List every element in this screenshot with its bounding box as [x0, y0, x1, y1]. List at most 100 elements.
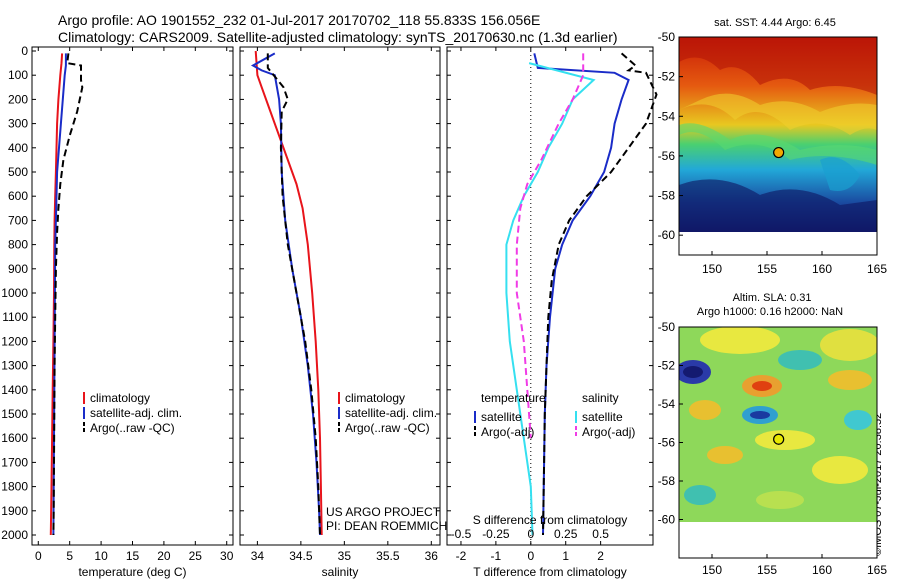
salt-xtick-label: 35.5	[376, 549, 400, 563]
diff-salinity-tick-label: 0.5	[592, 527, 609, 541]
sla-ytick-label: -54	[658, 397, 676, 411]
diff-salinity-legend-entry: Argo(-adj)	[582, 425, 635, 439]
depth-tick-label: 500	[8, 165, 28, 179]
salt-xtick-label: 34.5	[289, 549, 313, 563]
sst-ytick-label: -50	[658, 30, 676, 44]
temp-series-argo-raw-qc	[52, 53, 84, 536]
sst-map-panel: 150 155 160 165 -50 -52 -54 -56 -58 -60 sat. SST: …	[658, 17, 888, 276]
pi-annotation: US ARGO PROJECT	[326, 505, 441, 519]
depth-tick-label: 1100	[2, 310, 28, 324]
sst-field-texture	[679, 37, 877, 232]
difference-panel: -2 -1 0 1 2 T difference from climatology temp…	[446, 46, 658, 579]
diff-xtick-label: 1	[562, 549, 569, 563]
header-line-1: Argo profile: AO 1901552_232 01-Jul-2017…	[58, 12, 541, 28]
depth-tick-label: 1500	[1, 407, 28, 421]
temp-xtick-label: 10	[94, 549, 108, 563]
temp-axes-frame	[31, 46, 234, 546]
sla-ytick-label: -50	[658, 320, 676, 334]
diff-xtick-label: 2	[597, 549, 604, 563]
sla-xtick-label: 150	[702, 563, 722, 577]
temp-xtick-label: 5	[66, 549, 73, 563]
depth-tick-label: 1200	[1, 334, 28, 348]
diff-temperature-legend-entry: satellite	[481, 410, 522, 424]
sst-xtick-label: 155	[757, 262, 777, 276]
sst-ytick-label: -60	[658, 228, 676, 242]
sst-ytick-label: -56	[658, 149, 676, 163]
diff-sublabel: S difference from climatology	[473, 513, 628, 527]
sla-subtitle: Argo h1000: 0.16 h2000: NaN	[697, 306, 843, 318]
salt-xtick-label: 35	[338, 549, 352, 563]
salt-legend-entry: Argo(..raw -QC)	[345, 421, 430, 435]
sla-xtick-label: 155	[757, 563, 777, 577]
diff-salinity-tick-label: 0	[527, 527, 534, 541]
temp-legend-entry: satellite-adj. clim.	[90, 406, 182, 420]
temp-xtick-label: 25	[189, 549, 203, 563]
salt-xtick-label: 36	[425, 549, 439, 563]
diff-xtick-label: 0	[527, 549, 534, 563]
salt-axes-frame	[239, 46, 441, 546]
sla-field-texture	[679, 327, 877, 509]
depth-tick-label: 1600	[1, 431, 28, 445]
diff-xlabel: T difference from climatology	[473, 565, 627, 579]
sst-xtick-label: 150	[702, 262, 722, 276]
sst-ytick-label: -52	[658, 70, 676, 84]
salinity-panel: 34 34.5 35 35.5 36 salinity climatologysatelli…	[239, 46, 447, 579]
salt-series-satellite-adj-clim	[250, 52, 321, 536]
depth-tick-label: 1300	[1, 359, 28, 373]
pi-annotation: PI: DEAN ROEMMICH	[326, 519, 447, 533]
sst-missing-area	[679, 232, 877, 255]
diff-series-salinity-satellite	[505, 62, 596, 536]
sla-missing-area	[679, 522, 877, 558]
temp-xtick-label: 15	[126, 549, 140, 563]
temp-legend-entry: climatology	[90, 391, 150, 405]
salt-xlabel: salinity	[322, 565, 359, 579]
sst-axes-frame	[678, 36, 878, 256]
salt-series-argo-raw-qc	[266, 53, 321, 536]
sst-argo-position-marker	[773, 146, 785, 159]
depth-tick-label: 1700	[1, 455, 28, 469]
salt-series-climatology	[254, 50, 323, 536]
temp-xtick-label: 0	[35, 549, 42, 563]
depth-tick-label: 600	[8, 189, 28, 203]
diff-series-temperature-satellite	[533, 53, 630, 536]
depth-tick-label: 300	[8, 117, 28, 131]
depth-tick-label: 1800	[1, 480, 28, 494]
diff-series-temperature-argo-adj	[542, 52, 658, 536]
depth-tick-label: 100	[8, 68, 28, 82]
sla-xtick-label: 165	[867, 563, 887, 577]
header-line-2: Climatology: CARS2009. Satellite-adjuste…	[58, 29, 618, 45]
sla-title: Altim. SLA: 0.31	[733, 292, 812, 304]
salt-xtick-label: 34	[251, 549, 265, 563]
diff-temperature-legend-entry: Argo(-adj)	[481, 425, 534, 439]
temp-series-climatology	[49, 53, 64, 536]
sla-ytick-label: -56	[658, 436, 676, 450]
diff-xtick-label: -1	[491, 549, 502, 563]
diff-series-salinity-argo-adj	[515, 53, 585, 439]
sst-title: sat. SST: 4.44 Argo: 6.45	[714, 17, 836, 29]
diff-salinity-tick-label: -0.5	[451, 527, 472, 541]
diff-legend-heading: salinity	[582, 391, 619, 405]
salt-legend-entry: satellite-adj. clim.	[345, 406, 437, 420]
diff-axes-frame	[446, 46, 654, 546]
depth-tick-label: 1400	[1, 383, 28, 397]
depth-tick-label: 200	[8, 92, 28, 106]
depth-tick-label: 800	[8, 238, 28, 252]
temperature-panel: 0 5 10 15 20 25 30 temperature (deg C) 0 100 200 30…	[1, 44, 233, 579]
depth-tick-label: 900	[8, 262, 28, 276]
sst-xtick-label: 160	[812, 262, 832, 276]
depth-tick-label: 1900	[1, 504, 28, 518]
depth-tick-label: 1000	[1, 286, 28, 300]
depth-tick-label: 0	[21, 44, 28, 58]
depth-tick-label: 2000	[1, 528, 28, 542]
sla-ytick-label: -52	[658, 359, 676, 373]
temp-legend-entry: Argo(..raw -QC)	[90, 421, 175, 435]
sla-ytick-label: -58	[658, 474, 676, 488]
diff-salinity-legend-entry: satellite	[582, 410, 623, 424]
depth-tick-label: 700	[8, 213, 28, 227]
sla-argo-position-marker	[773, 433, 785, 445]
sla-map-panel: 150 155 160 165 -50 -52 -54 -56 -58 -60 Altim. SLA…	[658, 292, 888, 577]
sla-ytick-label: -60	[658, 513, 676, 527]
sst-xtick-label: 165	[867, 262, 887, 276]
diff-salinity-tick-label: -0.25	[482, 527, 510, 541]
